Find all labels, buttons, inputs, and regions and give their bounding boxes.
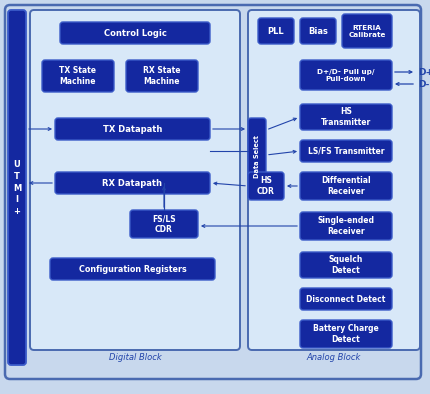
Text: Analog Block: Analog Block	[306, 353, 360, 362]
Text: U
T
M
I
+: U T M I +	[13, 160, 21, 216]
Text: Single-ended
Receiver: Single-ended Receiver	[317, 216, 374, 236]
FancyBboxPatch shape	[299, 18, 335, 44]
Text: LS/FS Transmitter: LS/FS Transmitter	[307, 147, 384, 156]
Text: HS
CDR: HS CDR	[256, 176, 274, 196]
FancyBboxPatch shape	[299, 172, 391, 200]
Text: RTERIA
Calibrate: RTERIA Calibrate	[347, 24, 385, 37]
FancyBboxPatch shape	[55, 118, 209, 140]
Text: RX Datapath: RX Datapath	[102, 178, 162, 188]
FancyBboxPatch shape	[50, 258, 215, 280]
FancyBboxPatch shape	[247, 172, 283, 200]
Text: TX State
Machine: TX State Machine	[59, 66, 96, 86]
Text: TX Datapath: TX Datapath	[103, 125, 162, 134]
Text: Configuration Registers: Configuration Registers	[78, 264, 186, 273]
Text: Digital Block: Digital Block	[108, 353, 161, 362]
Text: Differential
Receiver: Differential Receiver	[320, 176, 370, 196]
FancyBboxPatch shape	[247, 10, 419, 350]
FancyBboxPatch shape	[299, 212, 391, 240]
FancyBboxPatch shape	[258, 18, 293, 44]
FancyBboxPatch shape	[30, 10, 240, 350]
Text: HS
Transmitter: HS Transmitter	[320, 107, 370, 127]
Text: FS/LS
CDR: FS/LS CDR	[152, 214, 175, 234]
FancyBboxPatch shape	[299, 60, 391, 90]
FancyBboxPatch shape	[299, 320, 391, 348]
Text: RX State
Machine: RX State Machine	[143, 66, 180, 86]
Text: Control Logic: Control Logic	[103, 28, 166, 37]
Text: Data
Select: Data Select	[0, 393, 1, 394]
FancyBboxPatch shape	[247, 118, 265, 196]
Text: PLL: PLL	[267, 26, 284, 35]
Text: Data Select: Data Select	[253, 136, 259, 178]
FancyBboxPatch shape	[299, 252, 391, 278]
FancyBboxPatch shape	[5, 5, 420, 379]
Text: Squelch
Detect: Squelch Detect	[328, 255, 362, 275]
FancyBboxPatch shape	[130, 210, 197, 238]
Text: D+: D+	[417, 67, 430, 76]
Text: D-: D-	[417, 80, 428, 89]
FancyBboxPatch shape	[126, 60, 197, 92]
FancyBboxPatch shape	[55, 172, 209, 194]
Text: Disconnect Detect: Disconnect Detect	[306, 294, 385, 303]
FancyBboxPatch shape	[299, 104, 391, 130]
FancyBboxPatch shape	[299, 288, 391, 310]
Text: D+/D- Pull up/
Pull-down: D+/D- Pull up/ Pull-down	[316, 69, 374, 82]
FancyBboxPatch shape	[42, 60, 114, 92]
FancyBboxPatch shape	[299, 140, 391, 162]
FancyBboxPatch shape	[8, 10, 26, 365]
Text: Battery Charge
Detect: Battery Charge Detect	[313, 324, 378, 344]
FancyBboxPatch shape	[60, 22, 209, 44]
FancyBboxPatch shape	[341, 14, 391, 48]
Text: Bias: Bias	[307, 26, 327, 35]
